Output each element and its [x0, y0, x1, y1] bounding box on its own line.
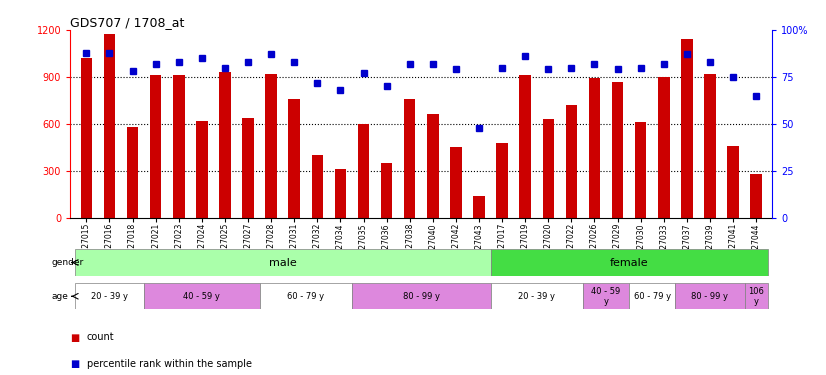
Text: 60 - 79 y: 60 - 79 y: [634, 292, 671, 301]
Text: 106
y: 106 y: [748, 286, 764, 306]
Bar: [681, 39, 693, 218]
Bar: [144, 283, 259, 309]
Bar: [311, 155, 323, 218]
Text: ■: ■: [70, 333, 79, 342]
Text: gender: gender: [52, 258, 84, 267]
Text: age: age: [52, 292, 69, 301]
Bar: [259, 283, 352, 309]
Bar: [744, 283, 767, 309]
Bar: [635, 122, 647, 218]
Text: 80 - 99 y: 80 - 99 y: [403, 292, 439, 301]
Bar: [81, 58, 93, 217]
Text: 40 - 59
y: 40 - 59 y: [591, 286, 620, 306]
Bar: [219, 72, 230, 217]
Bar: [381, 163, 392, 218]
Bar: [196, 121, 207, 218]
Text: 60 - 79 y: 60 - 79 y: [287, 292, 325, 301]
Bar: [496, 142, 508, 218]
Text: 20 - 39 y: 20 - 39 y: [91, 292, 128, 301]
Text: GDS707 / 1708_at: GDS707 / 1708_at: [70, 16, 184, 29]
Text: 20 - 39 y: 20 - 39 y: [518, 292, 555, 301]
Bar: [450, 147, 462, 218]
Text: percentile rank within the sample: percentile rank within the sample: [87, 359, 252, 369]
Bar: [335, 169, 346, 217]
Text: 80 - 99 y: 80 - 99 y: [691, 292, 729, 301]
Bar: [491, 283, 583, 309]
Bar: [750, 174, 762, 217]
Text: 40 - 59 y: 40 - 59 y: [183, 292, 221, 301]
Bar: [589, 78, 601, 218]
Text: female: female: [610, 258, 648, 267]
Bar: [473, 196, 485, 217]
Bar: [543, 119, 554, 218]
Bar: [583, 283, 629, 309]
Bar: [173, 75, 184, 217]
Bar: [629, 283, 676, 309]
Bar: [727, 146, 738, 218]
Bar: [676, 283, 744, 309]
Bar: [75, 249, 491, 276]
Text: count: count: [87, 333, 114, 342]
Bar: [566, 105, 577, 218]
Bar: [75, 283, 144, 309]
Bar: [658, 77, 670, 218]
Bar: [104, 34, 116, 218]
Bar: [150, 75, 161, 217]
Bar: [352, 283, 491, 309]
Bar: [265, 74, 277, 217]
Bar: [491, 249, 767, 276]
Bar: [705, 74, 715, 217]
Bar: [288, 99, 300, 218]
Bar: [520, 75, 531, 217]
Bar: [427, 114, 439, 218]
Bar: [404, 99, 415, 218]
Bar: [242, 117, 254, 218]
Text: ■: ■: [70, 359, 79, 369]
Text: male: male: [268, 258, 297, 267]
Bar: [358, 124, 369, 218]
Bar: [612, 82, 624, 218]
Bar: [127, 127, 138, 218]
